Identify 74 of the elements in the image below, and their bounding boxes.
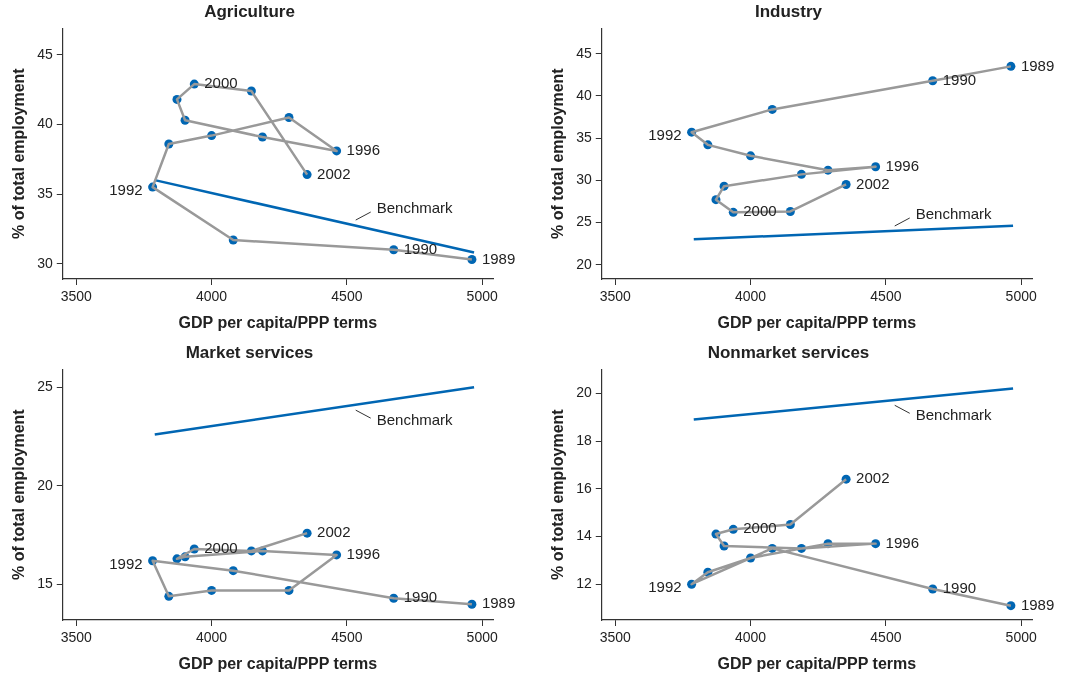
chart-title: Industry [754,1,823,21]
x-tick-label: 5000 [466,629,498,646]
annotation: 2000 [204,539,238,557]
x-tick-label: 5000 [466,288,498,305]
x-tick-label: 3500 [599,288,632,305]
annotation: 1989 [1020,595,1055,613]
annotation: 1989 [1020,56,1055,74]
annotation: 1990 [403,588,438,606]
annotation: 1992 [648,578,682,596]
annotation: 2000 [743,519,777,537]
annotation: 1996 [885,533,919,551]
y-axis-title: % of total employment [10,67,28,240]
y-tick-label: 15 [37,575,53,592]
y-tick-label: 40 [37,115,53,132]
x-tick-label: 4000 [196,629,228,646]
x-tick-label: 3500 [60,629,93,646]
x-tick-label: 3500 [599,629,632,646]
y-tick-label: 25 [576,213,592,230]
chart-title: Market services [185,342,314,362]
series-label: Benchmark [915,205,993,223]
x-tick-label: 4500 [331,288,363,305]
x-axis-title: GDP per capita/PPP terms [178,654,378,672]
annotation: 1996 [346,141,380,159]
x-tick-label: 5000 [1005,629,1037,646]
y-tick-label: 35 [576,128,592,145]
y-tick-label: 20 [576,255,592,272]
y-tick-label: 35 [37,184,53,201]
y-tick-label: 30 [37,254,53,271]
chart-title: Nonmarket services [707,342,870,362]
x-axis-title: GDP per capita/PPP terms [717,313,917,331]
y-tick-label: 30 [576,171,592,188]
annotation: 1989 [481,249,516,267]
x-tick-label: 4500 [331,629,363,646]
y-tick-label: 25 [37,378,53,395]
annotation: 1990 [942,579,977,597]
x-tick-label: 3500 [60,288,93,305]
y-tick-label: 16 [576,479,592,496]
x-tick-label: 4500 [870,629,902,646]
annotation: 1992 [109,181,143,199]
y-tick-label: 20 [37,476,53,493]
annotation: 2002 [317,164,351,182]
y-tick-label: 40 [576,86,592,103]
annotation: 1989 [481,594,516,612]
y-tick-label: 20 [576,384,592,401]
y-tick-label: 12 [576,575,592,592]
y-tick-label: 45 [37,45,53,62]
annotation: 2002 [856,469,890,487]
annotation: 1992 [109,554,143,572]
x-tick-label: 4500 [870,288,902,305]
annotation: 1990 [942,70,977,88]
annotation: 1996 [885,156,919,174]
annotation: 2002 [317,523,351,541]
series-label: Benchmark [376,411,454,429]
annotation: 2002 [856,174,890,192]
y-axis-title: % of total employment [10,408,28,581]
chart-title: Agriculture [204,1,295,21]
annotation: 2000 [204,74,238,92]
y-tick-label: 18 [576,431,592,448]
series-label: Benchmark [915,406,993,424]
annotation: 1996 [346,545,380,563]
x-axis-title: GDP per capita/PPP terms [717,654,917,672]
x-tick-label: 4000 [735,288,767,305]
x-tick-label: 4000 [196,288,228,305]
annotation: 1992 [648,126,682,144]
annotation: 2000 [743,202,777,220]
annotation: 1990 [403,239,438,257]
y-axis-title: % of total employment [549,408,567,581]
y-tick-label: 14 [576,527,592,544]
y-tick-label: 45 [576,44,592,61]
y-axis-title: % of total employment [549,67,567,240]
x-tick-label: 5000 [1005,288,1037,305]
x-axis-title: GDP per capita/PPP terms [178,313,378,331]
x-tick-label: 4000 [735,629,767,646]
series-label: Benchmark [376,199,454,217]
